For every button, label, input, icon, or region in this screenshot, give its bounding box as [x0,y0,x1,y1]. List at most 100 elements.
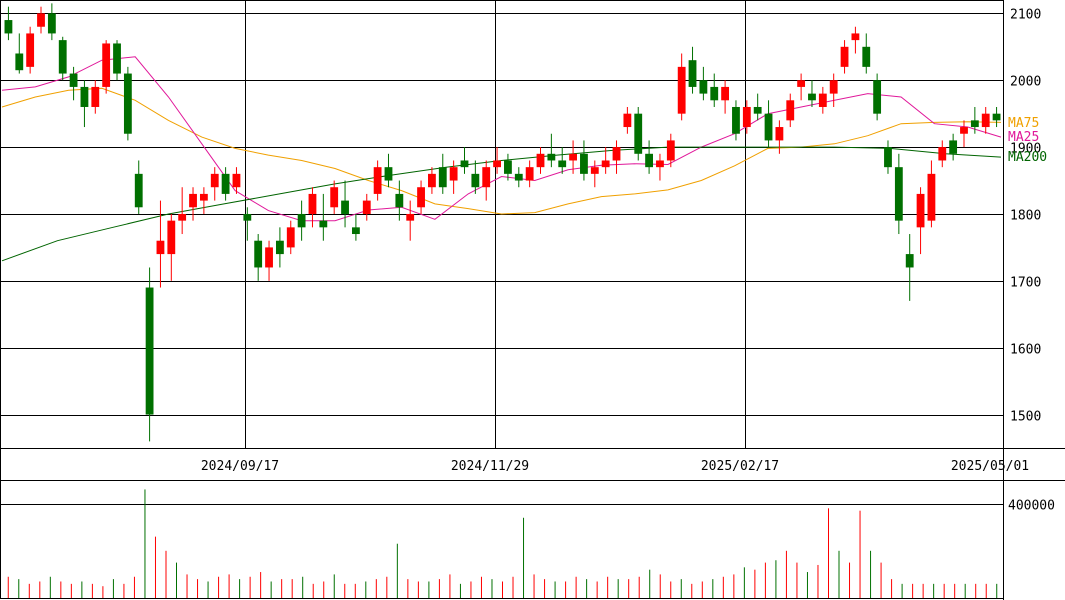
candle-body [699,80,708,94]
price-grid [0,0,1003,448]
candle-body [742,106,751,128]
price-tick-label: 2000 [1010,75,1041,90]
candle-body [384,167,393,181]
candle-body [775,127,784,141]
candle-body [460,160,469,168]
candle-body [428,173,436,188]
price-tick-label: 2100 [1010,8,1041,23]
candle-body [797,80,806,87]
candle-body [91,86,100,107]
candle-body [4,20,13,34]
candle-body [558,160,567,168]
date-tick-label: 2025/02/17 [701,459,779,474]
candle-body [373,167,382,194]
candle-body [547,153,556,161]
candle-body [981,113,990,128]
candle-body [199,193,208,201]
candle-body [873,80,882,114]
candle-body [688,60,697,87]
candle-body [601,160,610,168]
candle-body [894,167,903,221]
candle-body [156,240,165,255]
candle-body [275,240,284,255]
candle-body [634,113,643,154]
candle-body [656,160,664,168]
candle-body [764,113,773,141]
candle-body [362,200,371,214]
candle-body [482,167,491,188]
candle-body [221,173,230,194]
candle-body [862,46,871,67]
candle-body [710,86,719,101]
candle-body [113,43,121,74]
candle-body [254,240,263,268]
candle-body [47,13,56,34]
candle-body [949,140,958,154]
volume-bars [7,489,998,598]
date-tick-label: 2025/05/01 [951,459,1029,474]
price-tick-label: 1800 [1010,209,1041,224]
price-tick-label: 1700 [1010,276,1041,291]
candle-body [580,153,588,174]
candle-body [145,287,154,415]
candle-body [438,167,447,188]
date-tick-label: 2024/09/17 [201,459,279,474]
candle-body [15,53,24,71]
candle-body [341,200,349,214]
candle-body [753,106,762,114]
ma75-label: MA75 [1008,116,1039,131]
candle-body [645,153,654,168]
candle-body [69,73,78,87]
candle-body [525,167,534,181]
candle-body [58,40,67,74]
candle-body [26,33,35,67]
candle-body [732,106,740,134]
candle-body [243,213,252,221]
candle-body [960,127,968,134]
candle-body [938,147,947,161]
candle-body [905,254,914,268]
candle-body [851,33,860,41]
candle-body [449,167,458,181]
candle-body [970,120,979,128]
candle-body [210,173,219,188]
candle-body [80,86,89,107]
candle-body [666,140,675,161]
candle-body [395,193,404,208]
price-tick-label: 1900 [1010,142,1041,157]
candle-body [786,100,795,121]
candle-body [590,167,599,174]
candle-body [884,147,892,168]
volume-axis-ticks: 400000 [1008,499,1055,514]
date-axis-ticks: 2024/09/17 2024/11/29 2025/02/17 2025/05/01 [201,459,1029,474]
candle-body [330,187,339,208]
candle-body [102,43,111,87]
candle-body [829,80,838,94]
candle-body [569,153,577,161]
candle-body [471,173,480,188]
candle-body [351,227,360,235]
candle-body [265,247,273,268]
candlestick-series [4,3,1001,442]
candle-body [297,213,306,228]
price-tick-label: 1600 [1010,343,1041,358]
candle-body [927,173,936,221]
candle-body [134,173,143,208]
candle-body [37,13,45,27]
candle-body [818,93,827,107]
candle-body [840,46,849,67]
moving-average-lines [1,56,1002,262]
ma75-line [1,87,1002,215]
candle-body [992,113,1001,121]
candle-body [189,193,197,208]
candle-body [721,86,730,101]
candle-body [167,220,176,255]
candle-body [493,160,501,168]
price-tick-label: 1500 [1010,410,1041,425]
price-axis-ticks: 2100 2000 1900 1800 1700 1600 1500 [1010,8,1041,425]
candle-body [677,66,686,114]
candle-body [308,193,317,214]
candle-body [232,173,241,188]
